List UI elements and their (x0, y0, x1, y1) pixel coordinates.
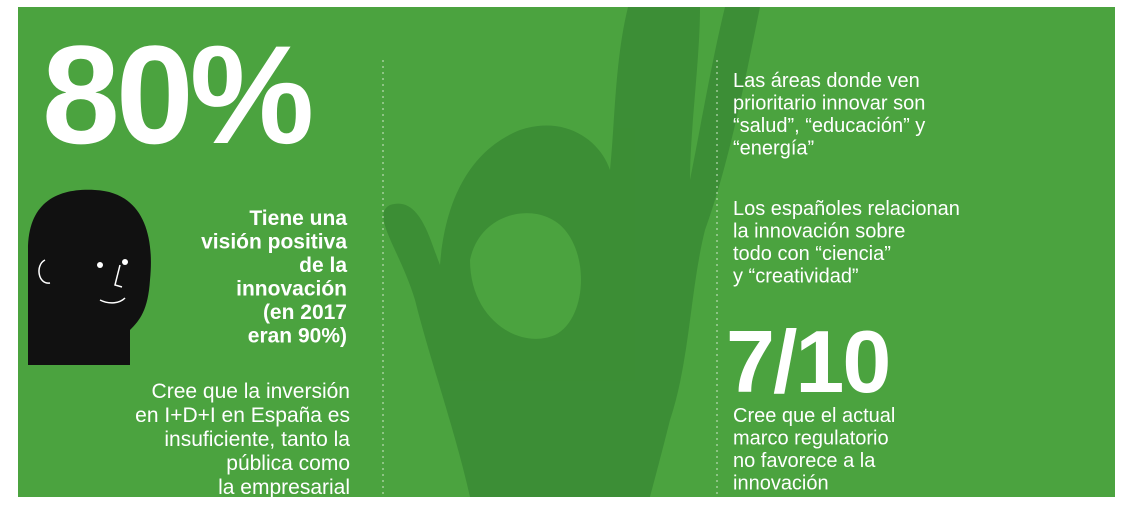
text-line: en I+D+I en España es (135, 404, 350, 427)
text-line: la innovación sobre (733, 221, 905, 243)
text-line: prioritario innovar son (733, 93, 925, 115)
text-line: “energía” (733, 138, 814, 160)
text-line: Las áreas donde ven (733, 70, 920, 92)
text-line: (en 2017 (263, 301, 347, 324)
text-line: la empresarial (218, 476, 350, 499)
text-line: innovación (733, 473, 829, 495)
text-line: eran 90%) (248, 325, 347, 348)
infographic: 80% 7/10 Tiene unavisión positivade lain… (0, 0, 1135, 507)
text-line: de la (299, 254, 347, 277)
text-line: visión positiva (201, 231, 347, 254)
text-line: y “creatividad” (733, 266, 859, 288)
text-line: todo con “ciencia” (733, 243, 891, 265)
text-line: “salud”, “educación” y (733, 115, 925, 137)
text-line: Tiene una (249, 207, 347, 230)
text-line: Cree que el actual (733, 405, 895, 427)
text-line: no favorece a la (733, 450, 876, 472)
text-line: pública como (226, 452, 350, 475)
text-line: Cree que la inversión (152, 380, 350, 403)
big-stat: 80% (42, 16, 311, 173)
text-line: marco regulatorio (733, 428, 889, 450)
text-line: Los españoles relacionan (733, 198, 960, 220)
big-stat: 7/10 (726, 312, 889, 411)
text-line: innovación (236, 278, 347, 301)
text-line: insuficiente, tanto la (164, 428, 350, 451)
